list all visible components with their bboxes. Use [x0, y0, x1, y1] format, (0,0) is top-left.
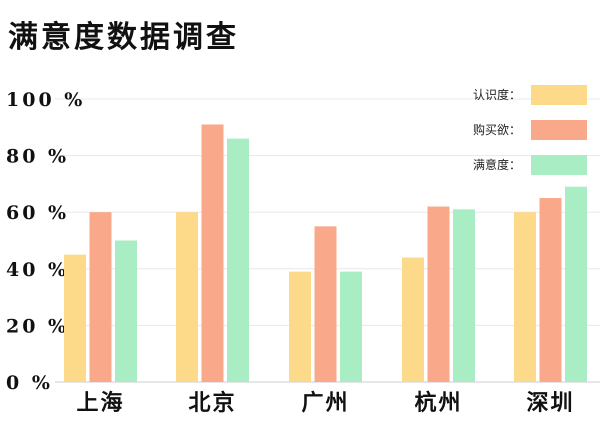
y-tick-label: 0 %	[6, 372, 53, 394]
bar	[89, 212, 112, 382]
bar	[427, 206, 450, 382]
y-tick-label: 100 %	[6, 89, 85, 111]
category-label: 北京	[188, 390, 236, 416]
y-tick-label: 80 %	[6, 146, 69, 168]
legend-label: 认识度：	[473, 87, 521, 102]
bar	[64, 254, 86, 382]
category-label: 深圳	[526, 390, 574, 416]
legend-swatch	[531, 85, 587, 105]
bar	[227, 138, 249, 382]
category-label: 上海	[76, 390, 124, 416]
chart-title: 满意度数据调查	[8, 20, 239, 55]
bar	[453, 209, 475, 382]
bar	[514, 212, 536, 382]
legend-swatch	[531, 120, 587, 140]
y-tick-label: 60 %	[6, 202, 69, 224]
bar	[289, 271, 311, 382]
bar	[176, 212, 198, 382]
category-label: 杭州	[414, 390, 462, 416]
legend-swatch	[531, 155, 587, 175]
category-label: 广州	[301, 390, 349, 416]
bar	[340, 271, 362, 382]
bar	[402, 257, 424, 382]
legend-label: 满意度：	[473, 157, 521, 172]
bar	[314, 226, 337, 382]
bar	[539, 198, 562, 382]
y-tick-label: 40 %	[6, 259, 69, 281]
bar	[201, 124, 224, 382]
legend-label: 购买欲：	[473, 122, 521, 137]
bar	[115, 240, 137, 382]
y-tick-label: 20 %	[6, 315, 69, 337]
bar	[565, 186, 587, 382]
